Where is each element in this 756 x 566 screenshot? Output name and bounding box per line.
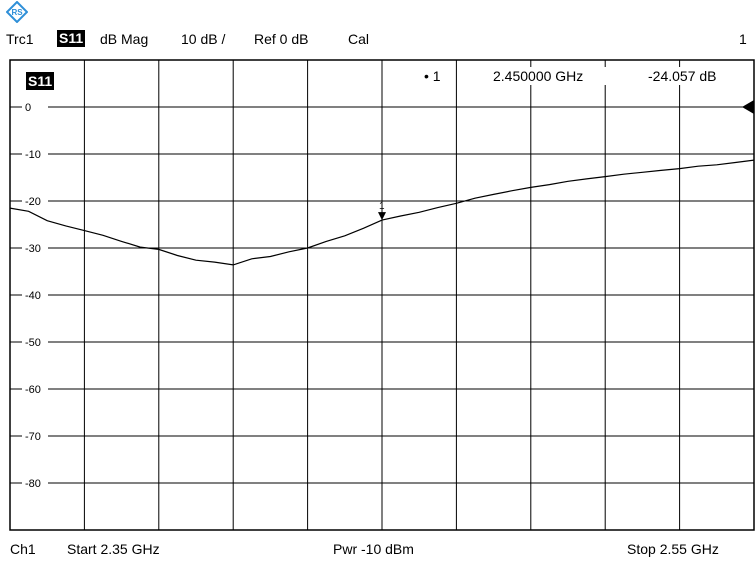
y-tick-label: -70 xyxy=(25,431,41,443)
trace-label[interactable]: Trc1 xyxy=(6,31,34,47)
power-level[interactable]: Pwr -10 dBm xyxy=(333,541,414,557)
stop-frequency[interactable]: Stop 2.55 GHz xyxy=(627,541,719,557)
marker-readout-bg xyxy=(420,67,442,85)
y-tick-label: 0 xyxy=(25,102,31,114)
ref-label[interactable]: Ref 0 dB xyxy=(254,31,309,47)
rohde-schwarz-logo-icon: RS xyxy=(6,1,28,23)
marker-readout-bg xyxy=(645,67,745,85)
marker-triangle-icon[interactable] xyxy=(378,212,386,221)
marker-label: 1 xyxy=(379,201,385,212)
svg-text:RS: RS xyxy=(11,8,23,17)
marker-readout-frequency[interactable]: 2.450000 GHz xyxy=(493,68,583,84)
marker-readout-label[interactable]: • 1 xyxy=(424,68,441,84)
y-tick-label-bg xyxy=(22,475,48,489)
y-tick-label: -50 xyxy=(25,337,41,349)
y-tick-label-bg xyxy=(22,334,48,348)
scale-label[interactable]: 10 dB / xyxy=(181,31,226,47)
y-tick-label-bg xyxy=(22,381,48,395)
y-tick-label: -60 xyxy=(25,384,41,396)
y-tick-label: -40 xyxy=(25,290,41,302)
y-tick-label-bg xyxy=(22,428,48,442)
param-label[interactable]: S11 xyxy=(57,30,86,47)
y-tick-label: -20 xyxy=(25,196,41,208)
cal-label[interactable]: Cal xyxy=(348,31,370,47)
start-frequency[interactable]: Start 2.35 GHz xyxy=(67,541,160,557)
y-tick-label: -30 xyxy=(25,243,41,255)
channel-label: Ch1 xyxy=(10,541,36,557)
channel-number: 1 xyxy=(739,31,747,47)
y-tick-label: -10 xyxy=(25,149,41,161)
marker-readout-bg xyxy=(490,67,626,85)
trace-title-box xyxy=(26,72,54,90)
y-tick-label-bg xyxy=(22,240,48,254)
s11-trace xyxy=(9,159,755,266)
y-tick-label-bg xyxy=(22,193,48,207)
y-tick-label-bg xyxy=(22,146,48,160)
reference-arrow-icon[interactable] xyxy=(742,100,754,114)
format-label[interactable]: dB Mag xyxy=(100,31,149,47)
marker-readout-value[interactable]: -24.057 dB xyxy=(648,68,717,84)
y-tick-label-bg xyxy=(22,287,48,301)
y-tick-label: -80 xyxy=(25,478,41,490)
trace-title: S11 xyxy=(28,73,52,89)
y-tick-label-bg xyxy=(22,99,48,113)
